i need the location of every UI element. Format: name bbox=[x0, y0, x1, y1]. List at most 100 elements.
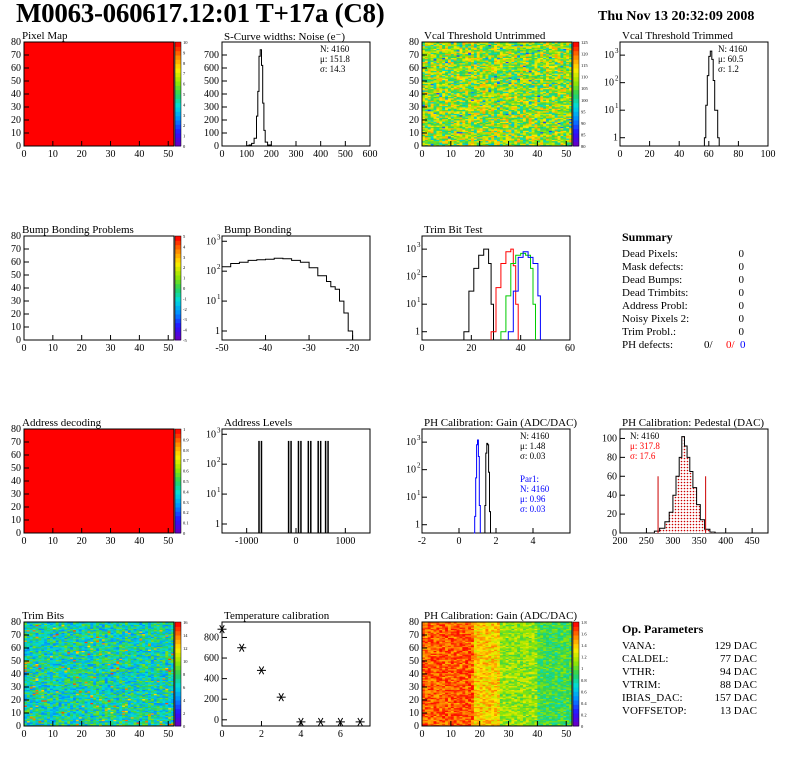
heatmap-cell bbox=[563, 71, 567, 74]
heatmap-cell bbox=[485, 42, 489, 44]
heatmap-cell bbox=[546, 56, 550, 58]
heatmap-cell bbox=[430, 112, 434, 114]
heatmap-cell bbox=[531, 113, 535, 116]
heatmap-cell bbox=[439, 104, 443, 107]
heatmap-cell bbox=[494, 94, 498, 96]
heatmap-cell bbox=[445, 95, 449, 97]
heatmap-cell bbox=[566, 66, 570, 69]
heatmap-cell bbox=[462, 140, 466, 143]
heatmap-cell bbox=[520, 69, 524, 71]
heatmap-cell bbox=[525, 42, 530, 44]
heatmap-cell bbox=[436, 130, 440, 133]
heatmap-cell bbox=[468, 60, 472, 62]
heatmap-cell bbox=[445, 135, 449, 138]
heatmap-cell bbox=[488, 126, 492, 129]
heatmap-cell bbox=[499, 125, 504, 127]
heatmap-cell bbox=[482, 136, 486, 139]
heatmap-cell bbox=[563, 68, 567, 70]
heatmap-cell bbox=[543, 143, 547, 146]
heatmap-cell bbox=[424, 99, 429, 101]
heatmap-cell bbox=[488, 66, 492, 69]
heatmap-cell bbox=[473, 66, 478, 69]
heatmap-cell bbox=[548, 74, 553, 77]
heatmap-cell bbox=[479, 74, 483, 77]
heatmap-cell bbox=[543, 142, 547, 144]
heatmap-cell bbox=[445, 42, 449, 44]
heatmap-cell bbox=[427, 120, 432, 122]
heatmap-cell bbox=[465, 96, 469, 99]
heatmap-cell bbox=[508, 83, 512, 86]
heatmap-cell bbox=[499, 61, 504, 64]
heatmap-cell bbox=[525, 100, 530, 103]
heatmap-cell bbox=[488, 114, 492, 117]
heatmap-cell bbox=[468, 140, 472, 143]
heatmap-cell bbox=[32, 715, 36, 718]
heatmap-cell bbox=[459, 135, 463, 138]
heatmap-cell bbox=[482, 126, 486, 129]
heatmap-cell bbox=[473, 121, 478, 123]
heatmap-cell bbox=[447, 110, 452, 113]
heatmap-cell bbox=[439, 61, 443, 64]
heatmap-cell bbox=[537, 127, 541, 130]
heatmap-cell bbox=[537, 134, 541, 136]
heatmap-cell bbox=[554, 47, 558, 49]
heatmap-cell bbox=[485, 55, 489, 57]
heatmap-cell bbox=[537, 91, 541, 94]
heatmap-cell bbox=[24, 651, 28, 654]
heatmap-cell bbox=[447, 123, 452, 126]
heatmap-cell bbox=[456, 125, 460, 127]
heatmap-cell bbox=[534, 125, 538, 127]
heatmap-cell bbox=[488, 117, 492, 120]
heatmap-cell bbox=[525, 104, 530, 107]
heatmap-cell bbox=[445, 117, 449, 120]
heatmap-cell bbox=[476, 118, 481, 121]
heatmap-cell bbox=[445, 100, 449, 103]
heatmap-cell bbox=[24, 694, 28, 697]
heatmap-cell bbox=[525, 74, 530, 77]
heatmap-cell bbox=[430, 143, 434, 146]
heatmap-cell bbox=[462, 103, 466, 105]
heatmap-cell bbox=[473, 96, 478, 99]
heatmap-cell bbox=[551, 84, 556, 87]
heatmap-cell bbox=[551, 107, 556, 109]
heatmap-cell bbox=[551, 81, 556, 83]
heatmap-cell bbox=[26, 723, 31, 726]
heatmap-cell bbox=[445, 52, 449, 55]
heatmap-cell bbox=[450, 92, 455, 95]
heatmap-cell bbox=[430, 96, 434, 99]
heatmap-cell bbox=[453, 48, 458, 51]
heatmap-cell bbox=[546, 122, 550, 125]
heatmap-cell bbox=[479, 44, 483, 47]
heatmap-cell bbox=[447, 47, 452, 49]
heatmap-cell bbox=[24, 715, 28, 718]
heatmap-cell bbox=[511, 79, 515, 82]
heatmap-cell bbox=[485, 135, 489, 138]
heatmap-cell bbox=[508, 95, 512, 97]
heatmap-cell bbox=[462, 44, 466, 47]
heatmap-cell bbox=[557, 81, 561, 83]
heatmap-cell bbox=[551, 88, 556, 91]
heatmap-cell bbox=[424, 48, 429, 51]
heatmap-cell bbox=[499, 121, 504, 123]
heatmap-cell bbox=[560, 55, 564, 57]
heatmap-cell bbox=[479, 77, 483, 79]
heatmap-cell bbox=[450, 109, 455, 112]
heatmap-cell bbox=[26, 719, 31, 722]
heatmap-cell bbox=[26, 661, 31, 663]
heatmap-cell bbox=[511, 83, 515, 86]
heatmap-cell bbox=[456, 139, 460, 142]
heatmap-cell bbox=[517, 123, 521, 126]
heatmap-cell bbox=[505, 74, 509, 77]
heatmap-cell bbox=[468, 101, 472, 104]
heatmap-cell bbox=[482, 79, 486, 82]
heatmap-cell bbox=[485, 75, 489, 78]
heatmap-cell bbox=[514, 135, 518, 138]
heatmap-cell bbox=[450, 122, 455, 125]
heatmap-cell bbox=[566, 97, 570, 100]
heatmap-cell bbox=[422, 130, 426, 133]
heatmap-cell bbox=[459, 133, 463, 135]
heatmap-cell bbox=[534, 53, 538, 56]
heatmap-cell bbox=[24, 661, 28, 663]
heatmap-cell bbox=[511, 104, 515, 107]
heatmap-cell bbox=[569, 65, 573, 68]
